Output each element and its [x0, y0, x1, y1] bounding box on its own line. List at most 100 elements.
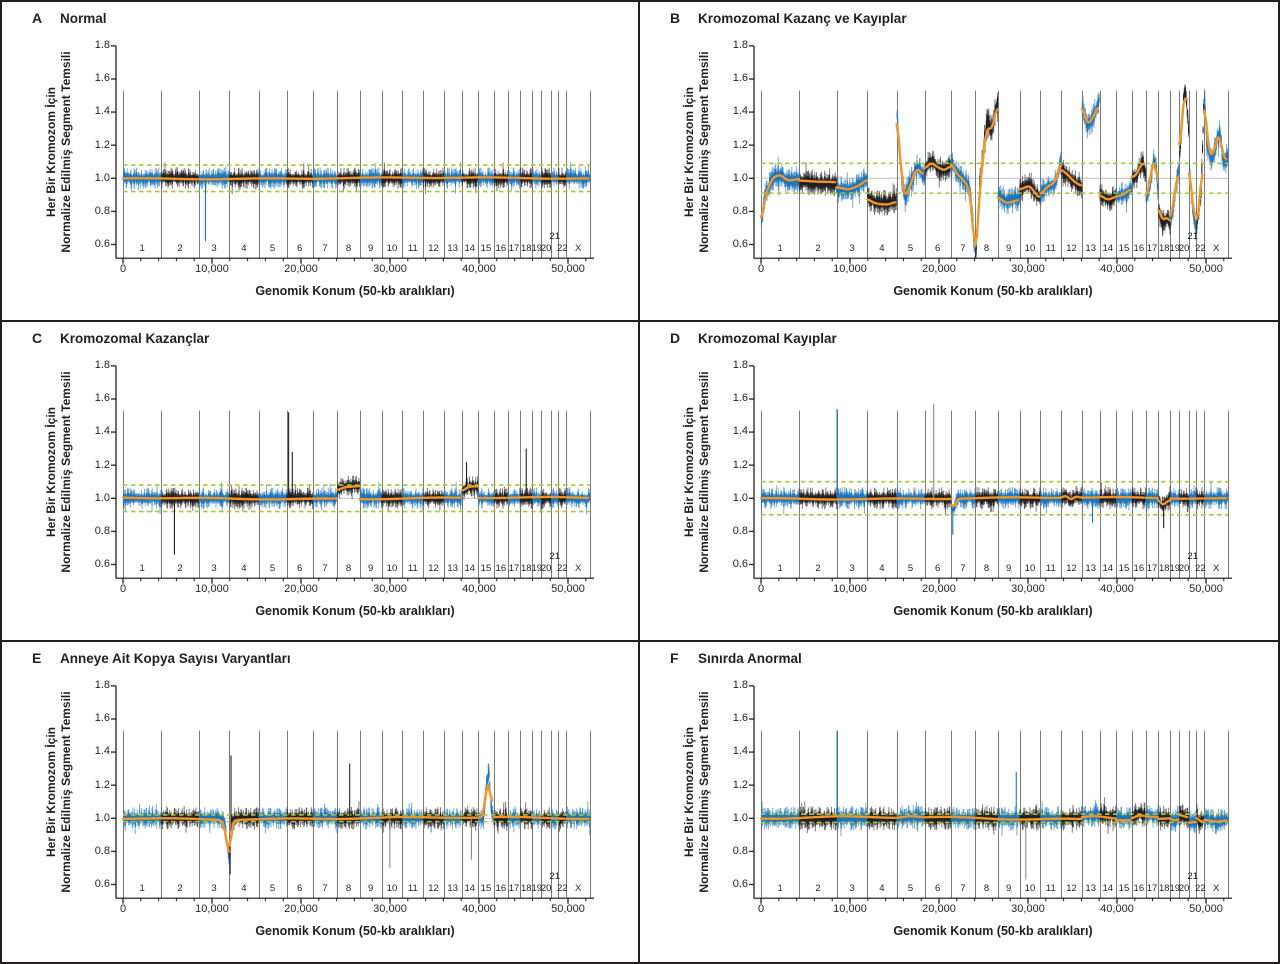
x-tick-label: 0 [757, 903, 765, 915]
panel-c: C Kromozomal Kazançlar Her Bir Kromozom … [2, 322, 640, 642]
chromosome-label: 5 [269, 243, 276, 254]
panel-a: A Normal Her Bir Kromozom İçin Normalize… [2, 2, 640, 322]
panel-title: Kromozomal Kazançlar [60, 331, 210, 346]
chromosome-label: 10 [386, 563, 398, 574]
chromosome-label: 1 [139, 243, 145, 254]
chromosome-label: 20 [1178, 243, 1190, 254]
chromosome-label: 16 [1133, 883, 1145, 894]
chromosome-label: 12 [1066, 883, 1077, 894]
chromosome-label: 16 [1133, 563, 1145, 574]
chromosome-label: 7 [960, 243, 966, 254]
x-tick-label: 40,000 [462, 263, 496, 275]
chromosome-label: 9 [367, 883, 374, 894]
chromosome-label: 4 [241, 883, 247, 894]
y-axis-title-line2: Normalize Edilmiş Segment Temsili [59, 371, 73, 573]
chromosome-label: 8 [983, 243, 990, 254]
panel-letter: F [670, 650, 679, 666]
y-tick-label: 1.0 [732, 171, 748, 184]
chromosome-label: 1 [777, 883, 783, 894]
chromosome-label: 9 [1005, 883, 1012, 894]
chromosome-label: 17 [1146, 243, 1158, 254]
chromosome-label: 10 [1024, 243, 1036, 254]
y-tick-label: 1.2 [732, 778, 748, 791]
chromosome-label: 21 [549, 551, 561, 562]
y-axis-title-line1: Her Bir Kromozom İçin [682, 726, 696, 858]
chromosome-label: 8 [345, 243, 352, 254]
chromosome-label: 6 [297, 563, 303, 574]
y-tick-label: 0.8 [94, 845, 110, 857]
panel-b: B Kromozomal Kazanç ve Kayıplar Her Bir … [640, 2, 1278, 322]
x-tick-label: 50,000 [551, 903, 585, 915]
y-tick-label: 1.6 [732, 712, 748, 725]
chromosome-label: 13 [1085, 883, 1096, 894]
y-tick-label: 0.8 [732, 845, 748, 857]
y-axis-title: Her Bir Kromozom İçin Normalize Edilmiş … [44, 51, 74, 252]
x-tick-label: 10,000 [833, 903, 867, 915]
y-tick-label: 1.8 [94, 679, 110, 691]
chromosome-label: 14 [464, 243, 476, 254]
chromosome-label: 14 [1102, 243, 1114, 254]
panel-letter: B [670, 10, 681, 26]
chromosome-label: 1 [139, 883, 145, 894]
x-tick-label: 10,000 [833, 263, 867, 275]
chromosome-label: 11 [407, 563, 418, 574]
chromosome-label: 20 [1178, 883, 1190, 894]
chromosome-label: 3 [849, 883, 855, 894]
x-tick-label: 40,000 [1100, 903, 1134, 915]
chromosome-label: 6 [297, 243, 303, 254]
panel-title: Kromozomal Kazanç ve Kayıplar [698, 11, 907, 26]
chromosome-label: X [575, 563, 582, 574]
chromosome-label: 19 [531, 883, 543, 894]
x-tick-label: 50,000 [551, 583, 585, 595]
plot-canvas [640, 322, 1278, 640]
y-tick-label: 1.2 [94, 458, 110, 471]
panel-title: Anneye Ait Kopya Sayısı Varyantları [60, 651, 291, 666]
chromosome-label: 12 [428, 563, 439, 574]
x-axis-title: Genomik Konum (50-kb aralıkları) [893, 924, 1093, 938]
chromosome-label: 12 [1066, 563, 1077, 574]
y-tick-label: 0.8 [94, 525, 110, 537]
chromosome-label: 13 [1085, 563, 1096, 574]
chromosome-label: 16 [1133, 243, 1145, 254]
chromosome-label: 10 [386, 243, 398, 254]
chromosome-label: 12 [428, 883, 439, 894]
chromosome-label: 22 [1195, 563, 1206, 574]
chromosome-label: 2 [815, 563, 821, 574]
chromosome-label: 9 [1005, 563, 1012, 574]
x-tick-label: 40,000 [1100, 263, 1134, 275]
y-axis-title: Her Bir Kromozom İçin Normalize Edilmiş … [682, 371, 712, 572]
chromosome-label: 22 [1195, 243, 1206, 254]
y-axis-title-line2: Normalize Edilmiş Segment Temsili [59, 691, 73, 893]
chromosome-label: 13 [1085, 243, 1096, 254]
panel-letter: D [670, 330, 681, 346]
x-tick-label: 0 [119, 263, 127, 275]
chromosome-label: 15 [480, 563, 492, 574]
chromosome-label: 1 [139, 563, 145, 574]
chromosome-label: 16 [495, 883, 507, 894]
panel-title: Sınırda Anormal [698, 651, 802, 666]
chromosome-label: 22 [557, 563, 568, 574]
chromosome-label: 3 [211, 563, 217, 574]
chromosome-label: 2 [177, 883, 183, 894]
y-axis-title-line2: Normalize Edilmiş Segment Temsili [59, 51, 73, 253]
y-axis-title-line1: Her Bir Kromozom İçin [44, 726, 58, 858]
x-tick-label: 0 [757, 583, 765, 595]
y-axis-title: Her Bir Kromozom İçin Normalize Edilmiş … [682, 51, 712, 252]
x-axis-title: Genomik Konum (50-kb aralıkları) [893, 284, 1093, 298]
y-tick-label: 0.6 [94, 558, 110, 571]
chromosome-label: 17 [1146, 563, 1158, 574]
panel-title: Normal [60, 11, 107, 26]
y-tick-label: 1.4 [732, 105, 748, 118]
chromosome-label: 5 [269, 563, 276, 574]
chromosome-label: 10 [386, 883, 398, 894]
chromosome-label: 1 [777, 563, 783, 574]
y-axis-title-line1: Her Bir Kromozom İçin [682, 86, 696, 218]
chromosome-label: 9 [1005, 243, 1012, 254]
x-tick-label: 50,000 [1189, 263, 1223, 275]
x-tick-label: 30,000 [373, 903, 407, 915]
chromosome-label: 17 [1146, 883, 1158, 894]
x-tick-label: 10,000 [195, 263, 229, 275]
chromosome-label: 4 [879, 243, 885, 254]
y-tick-label: 0.8 [732, 205, 748, 217]
x-tick-label: 0 [119, 903, 127, 915]
